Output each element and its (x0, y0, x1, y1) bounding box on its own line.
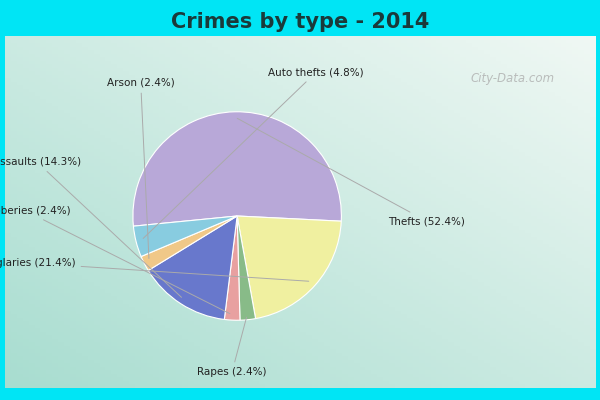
Text: City-Data.com: City-Data.com (470, 72, 554, 85)
Text: Assaults (14.3%): Assaults (14.3%) (0, 157, 181, 297)
Wedge shape (224, 216, 240, 320)
Wedge shape (237, 216, 256, 320)
Wedge shape (141, 216, 237, 270)
Text: Robberies (2.4%): Robberies (2.4%) (0, 206, 230, 314)
Wedge shape (148, 216, 237, 320)
Text: Arson (2.4%): Arson (2.4%) (107, 78, 175, 258)
Text: Auto thefts (4.8%): Auto thefts (4.8%) (143, 67, 364, 238)
Text: Thefts (52.4%): Thefts (52.4%) (237, 118, 465, 226)
Text: Burglaries (21.4%): Burglaries (21.4%) (0, 258, 309, 281)
Text: Rapes (2.4%): Rapes (2.4%) (197, 317, 266, 377)
Wedge shape (133, 112, 341, 226)
Text: Crimes by type - 2014: Crimes by type - 2014 (171, 12, 429, 32)
Wedge shape (237, 216, 341, 318)
Wedge shape (133, 216, 237, 256)
